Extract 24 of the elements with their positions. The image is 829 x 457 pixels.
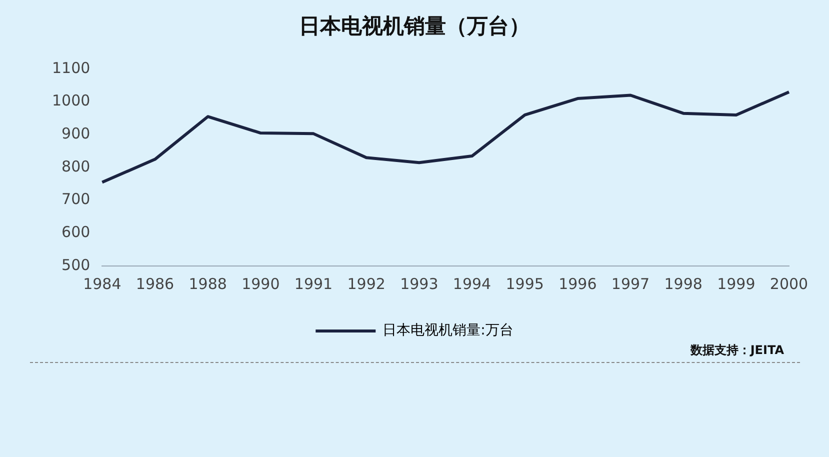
x-tick-label: 1996 [558, 274, 597, 293]
x-tick-label: 1986 [136, 274, 174, 293]
x-tick-label: 1988 [188, 274, 227, 293]
x-tick-label: 1991 [294, 274, 333, 293]
y-tick-label: 600 [62, 223, 90, 242]
x-tick-label: 1993 [400, 274, 438, 293]
x-tick-label: 1992 [347, 274, 386, 293]
x-tick-label: 1999 [717, 274, 756, 293]
y-tick-label: 900 [62, 124, 90, 143]
x-tick-label: 1995 [506, 274, 544, 293]
y-tick-label: 800 [62, 157, 90, 176]
chart-title: 日本电视机销量（万台） [298, 13, 531, 40]
x-tick-label: 1997 [611, 274, 650, 293]
y-tick-label: 1100 [52, 58, 90, 77]
x-tick-label: 1994 [452, 274, 492, 293]
y-tick-label: 500 [62, 256, 90, 274]
x-tick-label: 1998 [664, 274, 702, 293]
x-tick-label: 2000 [770, 274, 808, 293]
x-tick-label: 1990 [242, 274, 280, 293]
legend-label: 日本电视机销量:万台 [382, 322, 514, 339]
x-tick-label: 1984 [83, 274, 122, 293]
y-tick-label: 700 [62, 190, 90, 208]
y-tick-label: 1000 [52, 92, 90, 110]
text: 数据支持：JEITA [690, 342, 784, 359]
